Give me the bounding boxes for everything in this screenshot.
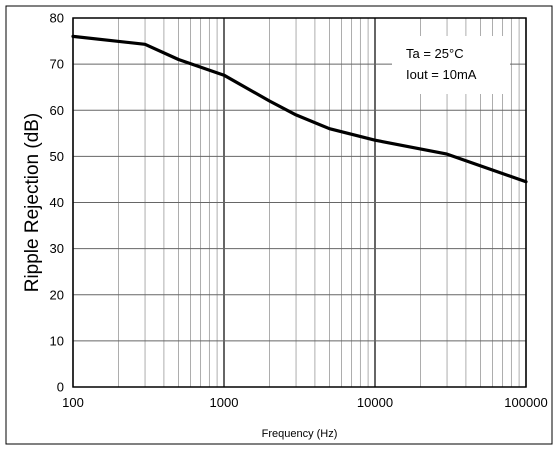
plot-area	[72, 17, 527, 388]
x-tick-label: 100000	[504, 395, 547, 410]
y-tick-label: 50	[50, 149, 64, 164]
x-tick-label: 1000	[210, 395, 239, 410]
y-tick-label: 20	[50, 287, 64, 302]
y-tick-labels: 0 10 20 30 40 50 60 70 80	[50, 11, 64, 395]
annotation-temperature: Ta = 25°C	[406, 46, 464, 61]
series-group	[71, 34, 528, 184]
x-tick-labels: 100 1000 10000 100000	[62, 395, 548, 410]
y-tick-label: 80	[50, 11, 64, 26]
x-tick-label: 10000	[357, 395, 393, 410]
y-tick-label: 40	[50, 195, 64, 210]
x-tick-label: 100	[62, 395, 84, 410]
y-tick-label: 30	[50, 241, 64, 256]
annotation-current: Iout = 10mA	[406, 67, 477, 82]
y-tick-label: 0	[57, 380, 64, 395]
y-tick-label: 60	[50, 103, 64, 118]
x-axis-label: Frequency (Hz)	[262, 428, 338, 440]
conditions-annotation: Ta = 25°C Iout = 10mA	[392, 36, 510, 94]
annotation-box	[392, 36, 510, 94]
y-tick-label: 70	[50, 57, 64, 72]
y-axis-label: Ripple Rejection (dB)	[22, 113, 43, 293]
y-tick-label: 10	[50, 333, 64, 348]
series-line	[71, 34, 528, 184]
